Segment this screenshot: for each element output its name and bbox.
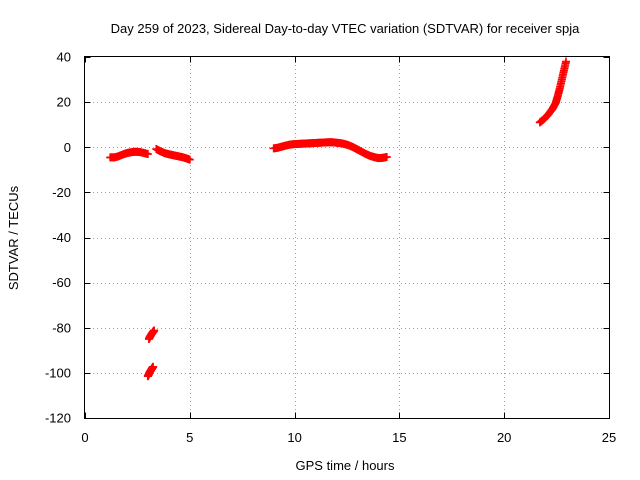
data-point <box>150 326 159 335</box>
x-tick-label: 25 <box>602 430 616 445</box>
data-segment-4 <box>269 138 391 163</box>
data-point <box>185 155 194 164</box>
data-segment-3 <box>143 362 158 381</box>
y-tick-label: -40 <box>52 230 71 245</box>
data-point <box>382 152 391 161</box>
x-axis-title: GPS time / hours <box>296 458 395 473</box>
data-point <box>143 150 152 159</box>
y-tick-label: -100 <box>45 365 71 380</box>
y-tick-label: -20 <box>52 185 71 200</box>
data-segment-1 <box>152 145 194 164</box>
y-tick-label: -80 <box>52 320 71 335</box>
x-tick-label: 15 <box>392 430 406 445</box>
grid <box>85 57 609 418</box>
chart-title: Day 259 of 2023, Sidereal Day-to-day VTE… <box>111 21 580 36</box>
data-segment-5 <box>535 57 571 127</box>
data-segment-0 <box>106 147 152 162</box>
y-axis-title: SDTVAR / TECUs <box>6 185 21 290</box>
y-tick-label: -120 <box>45 411 71 426</box>
x-tick-label: 10 <box>287 430 301 445</box>
y-tick-label: 40 <box>57 50 71 65</box>
data-points <box>106 57 571 381</box>
x-tick-label: 5 <box>186 430 193 445</box>
ticks: 0 5 10 15 20 25 -120 -100 -80 -60 -40 -20 0 20 40 <box>45 50 616 446</box>
data-point <box>149 362 158 371</box>
plot-frame <box>84 56 610 419</box>
y-tick-label: -60 <box>52 275 71 290</box>
x-tick-label: 0 <box>81 430 88 445</box>
x-tick-label: 20 <box>497 430 511 445</box>
y-tick-label: 20 <box>57 95 71 110</box>
y-tick-label: 0 <box>64 140 71 155</box>
data-point <box>562 57 571 66</box>
data-segment-2 <box>144 326 159 344</box>
